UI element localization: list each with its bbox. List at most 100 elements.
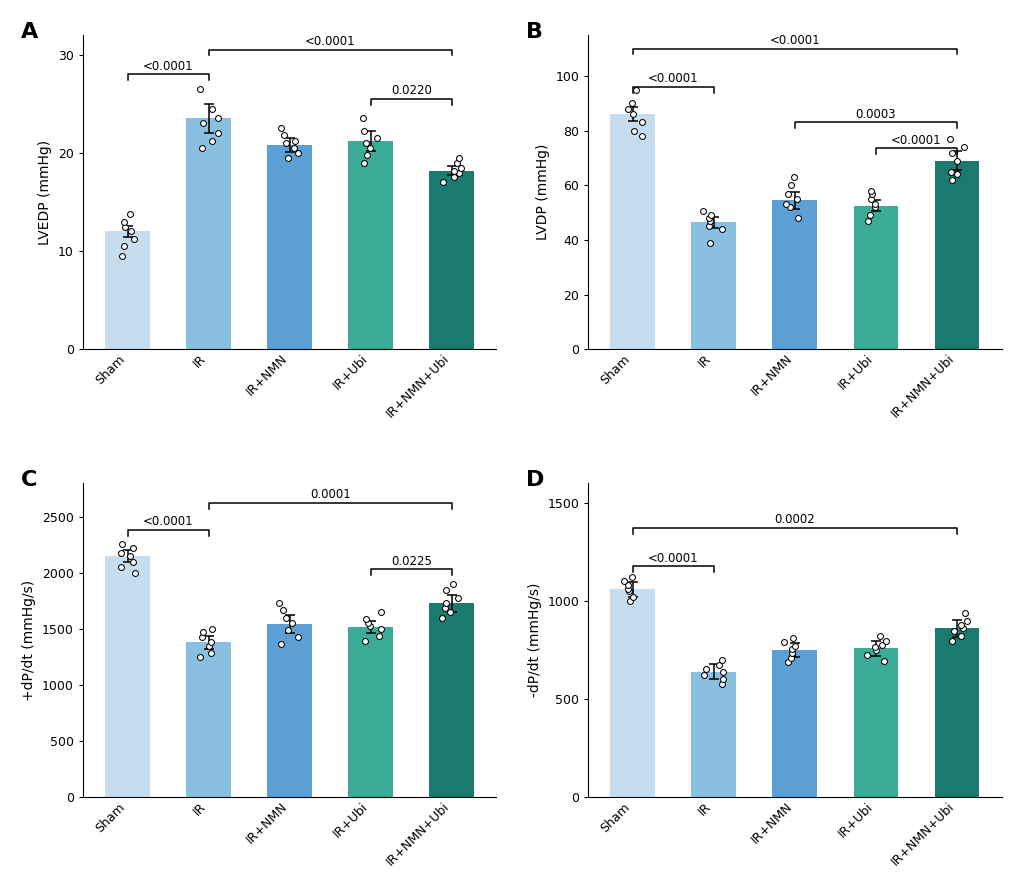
Bar	[691, 672, 736, 797]
Point	[715, 665, 731, 679]
Bar	[105, 232, 150, 349]
Text: 0.0003: 0.0003	[855, 108, 896, 121]
Point	[438, 596, 455, 610]
Point	[621, 584, 637, 598]
Point	[624, 96, 640, 110]
Point	[449, 156, 465, 170]
Point	[700, 211, 717, 225]
Point	[281, 151, 297, 165]
Bar	[854, 206, 898, 349]
Point	[867, 198, 884, 212]
Point	[436, 601, 453, 615]
Bar	[772, 200, 817, 349]
Point	[956, 606, 973, 620]
Point	[356, 124, 373, 138]
Point	[785, 170, 802, 184]
Bar	[772, 650, 817, 797]
Point	[127, 566, 143, 580]
Point	[210, 111, 226, 126]
Point	[371, 628, 387, 642]
Point	[203, 645, 219, 659]
Bar	[935, 628, 979, 797]
Point	[452, 166, 468, 180]
Point	[867, 200, 884, 215]
Bar	[610, 114, 655, 349]
Point	[780, 186, 797, 200]
Point	[453, 160, 469, 175]
Point	[114, 545, 130, 560]
Point	[867, 640, 884, 654]
Point	[625, 107, 641, 121]
Point	[785, 631, 802, 645]
Bar	[267, 145, 312, 349]
Point	[444, 576, 461, 591]
Point	[125, 541, 141, 555]
Point	[356, 634, 373, 649]
Point	[278, 610, 294, 625]
Point	[784, 646, 801, 660]
Point	[878, 634, 894, 648]
Text: <0.0001: <0.0001	[891, 134, 942, 147]
Point	[287, 134, 303, 148]
Point	[203, 635, 219, 650]
Point	[860, 214, 877, 228]
Point	[290, 630, 306, 644]
Point	[290, 146, 306, 160]
Point	[859, 648, 876, 662]
Point	[359, 148, 376, 162]
Point	[272, 121, 289, 135]
Point	[779, 655, 796, 669]
Point	[435, 176, 452, 190]
Text: 0.0225: 0.0225	[391, 555, 432, 568]
Point	[355, 156, 372, 170]
Text: C: C	[20, 470, 37, 490]
Point	[702, 235, 719, 249]
Point	[191, 650, 208, 664]
Point	[196, 625, 212, 640]
Point	[958, 614, 975, 628]
Point	[357, 136, 374, 151]
Point	[122, 549, 138, 563]
Point	[360, 616, 377, 630]
Point	[125, 554, 141, 568]
Point	[370, 131, 386, 145]
Point	[210, 127, 226, 141]
Point	[123, 225, 139, 239]
Point	[715, 672, 731, 686]
Bar	[935, 160, 979, 349]
Point	[695, 204, 712, 218]
Point	[114, 249, 130, 263]
Y-axis label: -dP/dt (mmHg/s): -dP/dt (mmHg/s)	[527, 583, 542, 698]
Text: 0.0001: 0.0001	[310, 488, 350, 502]
Text: D: D	[526, 470, 545, 490]
Point	[944, 173, 961, 187]
Point	[942, 132, 958, 146]
Point	[354, 111, 371, 126]
Y-axis label: +dP/dt (mmHg/s): +dP/dt (mmHg/s)	[23, 580, 37, 700]
Point	[782, 178, 799, 192]
Point	[786, 639, 803, 653]
Point	[450, 591, 466, 605]
Point	[278, 136, 294, 151]
Point	[943, 145, 959, 159]
Bar	[610, 589, 655, 797]
Point	[695, 667, 712, 682]
Point	[952, 617, 969, 632]
Point	[191, 82, 208, 96]
Point	[204, 134, 220, 148]
Point	[194, 630, 210, 644]
Point	[452, 151, 468, 165]
Point	[620, 578, 636, 593]
Point	[954, 621, 971, 635]
Point	[622, 593, 638, 608]
Point	[873, 637, 890, 651]
Point	[702, 214, 719, 228]
Text: B: B	[526, 22, 543, 43]
Point	[271, 596, 288, 610]
Point	[275, 128, 292, 143]
Point	[620, 102, 636, 116]
Text: <0.0001: <0.0001	[648, 72, 698, 86]
Point	[628, 83, 644, 97]
Point	[872, 629, 889, 643]
Bar	[105, 556, 150, 797]
